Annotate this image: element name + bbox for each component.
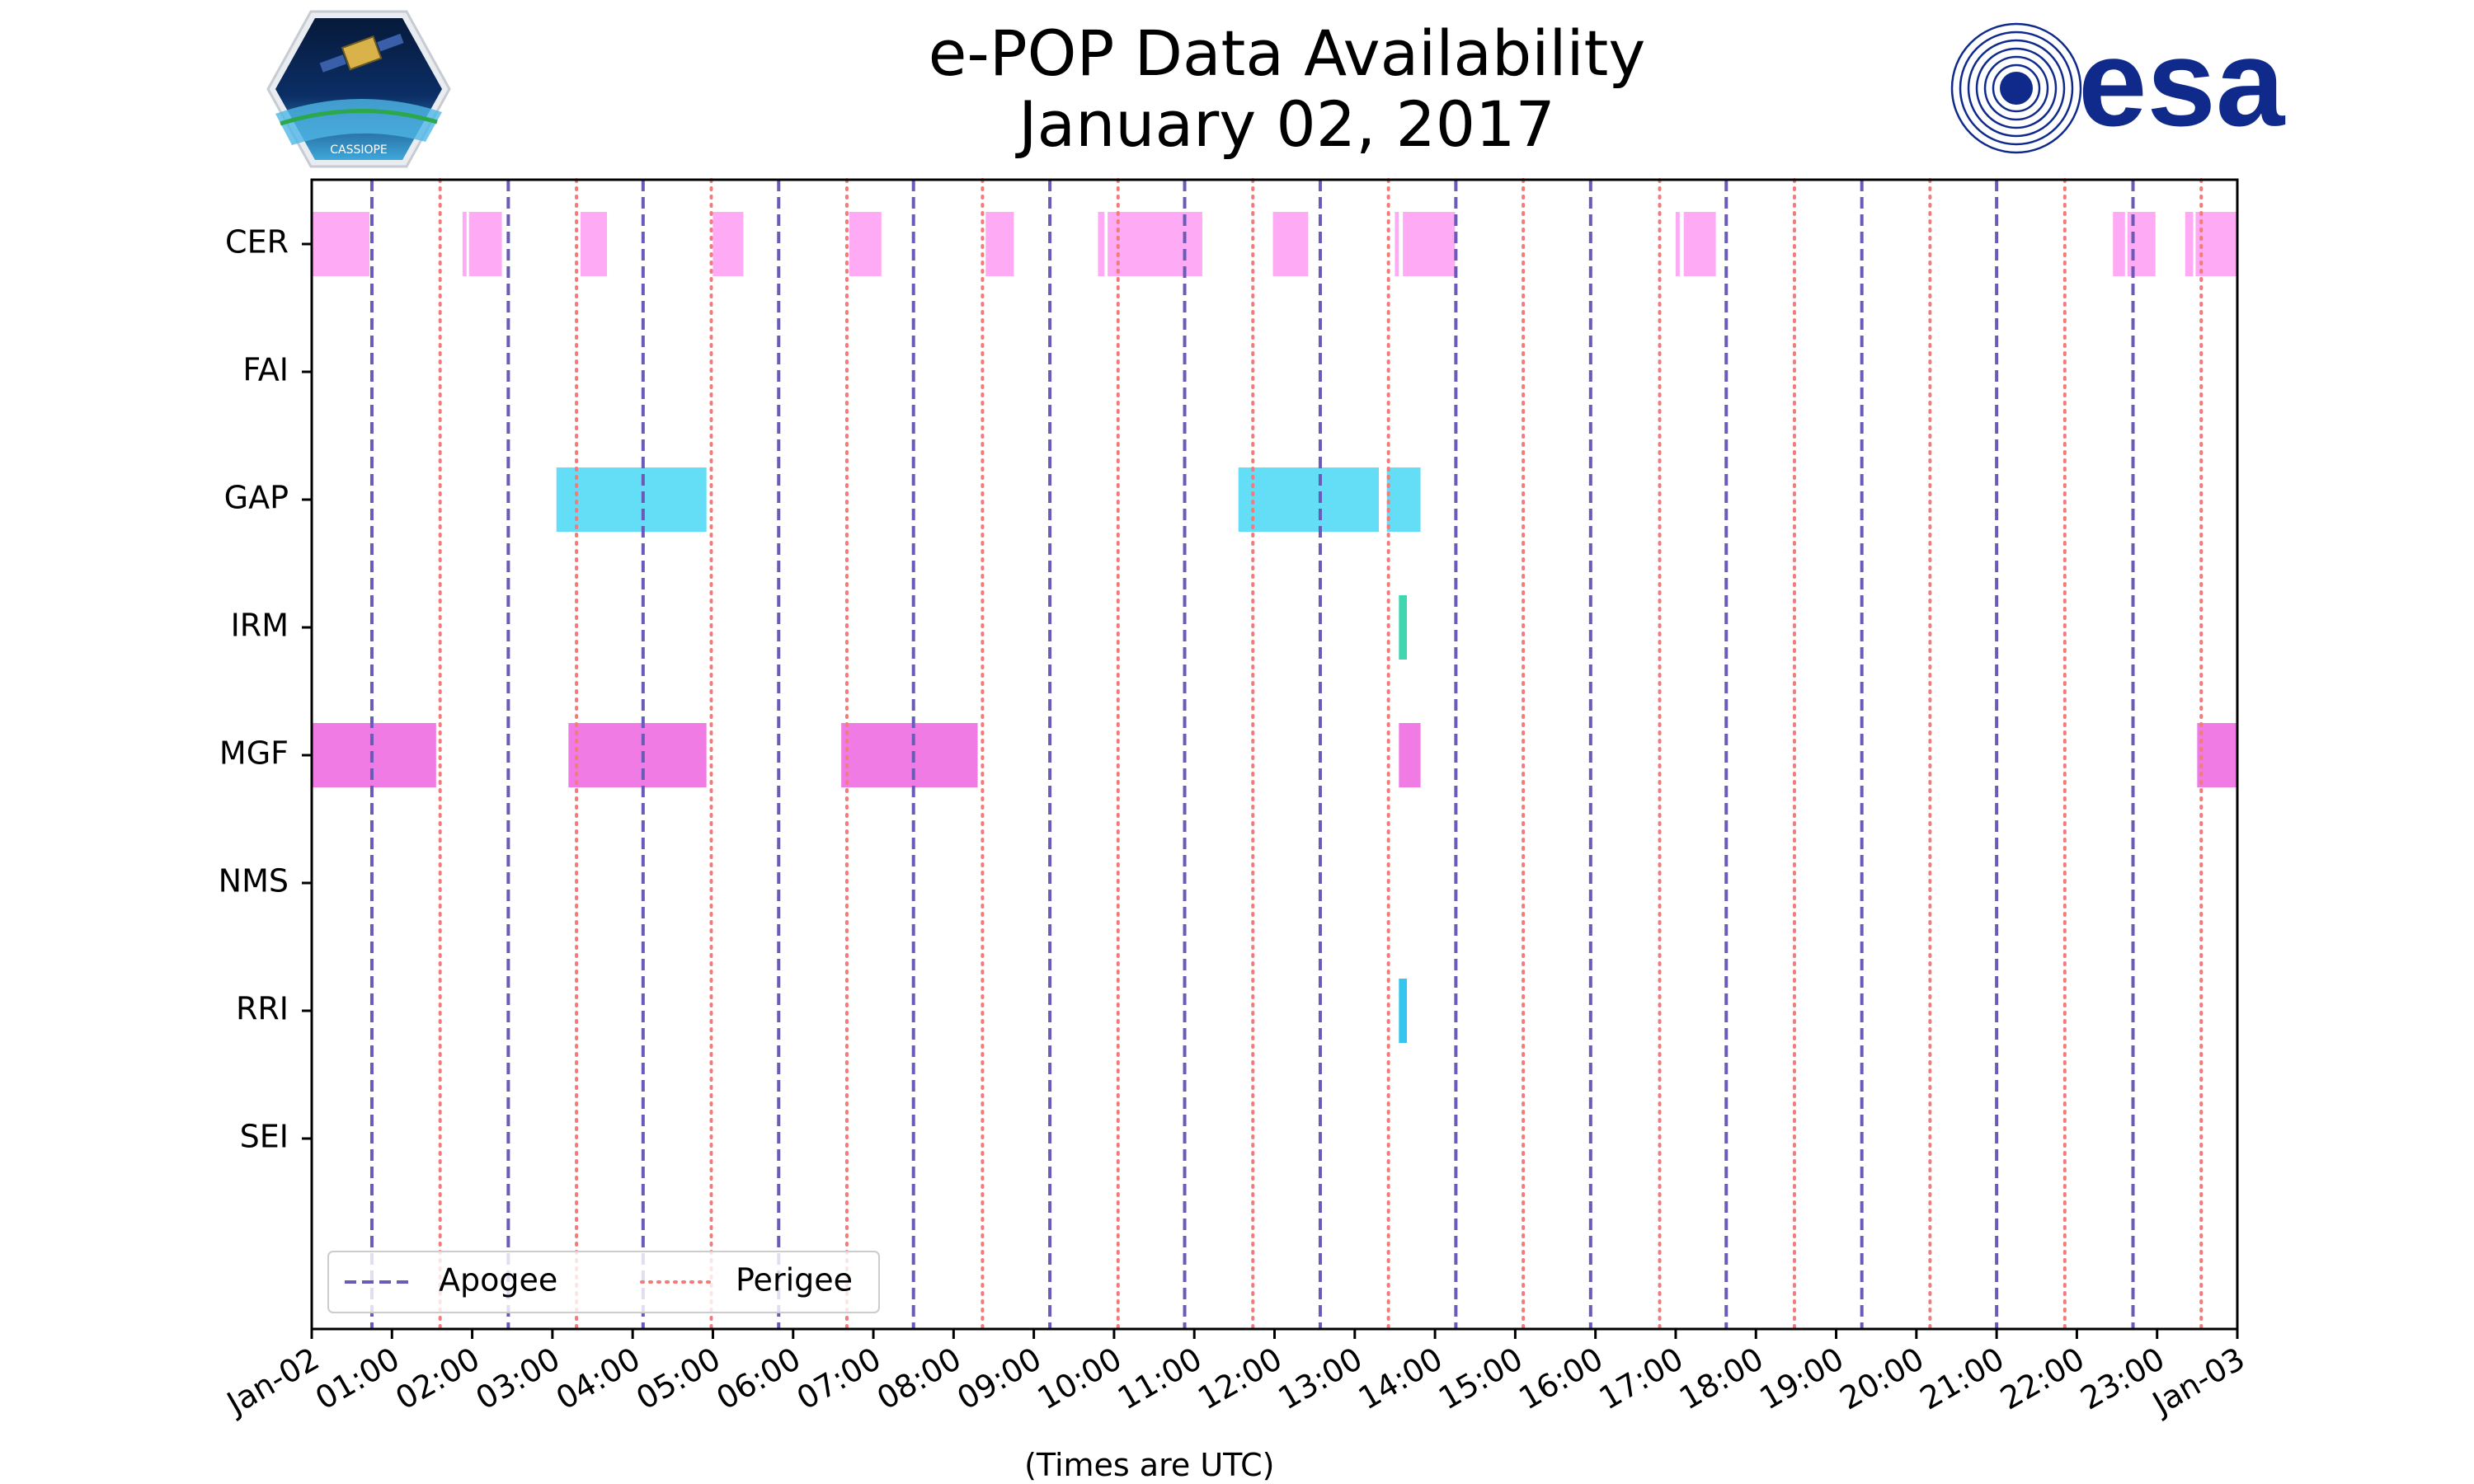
bar-mgf-3 bbox=[1399, 723, 1421, 787]
data-bars bbox=[312, 212, 2237, 1043]
bar-cer-5 bbox=[849, 212, 882, 276]
cassiope-logo: CASSIOPE bbox=[264, 7, 454, 175]
x-tick-label-11: 11:00 bbox=[1112, 1341, 1208, 1417]
cassiope-logo-text: CASSIOPE bbox=[330, 143, 388, 157]
x-tick-label-13: 13:00 bbox=[1272, 1341, 1368, 1417]
y-tick-label-mgf: MGF bbox=[219, 735, 289, 772]
bar-cer-13 bbox=[1683, 212, 1716, 276]
x-tick-label-19: 19:00 bbox=[1753, 1341, 1850, 1417]
bar-gap-0 bbox=[556, 467, 707, 532]
x-axis: Jan-0201:0002:0003:0004:0005:0006:0007:0… bbox=[219, 1329, 2251, 1422]
bar-cer-2 bbox=[468, 212, 502, 276]
x-tick-label-1: 01:00 bbox=[309, 1341, 406, 1417]
legend-apogee-label: Apogee bbox=[439, 1262, 557, 1298]
x-tick-label-16: 16:00 bbox=[1512, 1341, 1609, 1417]
chart-title-line2: January 02, 2017 bbox=[1018, 87, 1555, 161]
y-axis: CER FAI GAP IRM MGF NMS RRI SEI bbox=[219, 224, 312, 1155]
chart-title-line1: e-POP Data Availability bbox=[928, 16, 1646, 90]
x-tick-label-4: 04:00 bbox=[550, 1341, 647, 1417]
bar-cer-8 bbox=[1108, 212, 1202, 276]
y-tick-label-rri: RRI bbox=[236, 991, 289, 1027]
x-tick-label-18: 18:00 bbox=[1673, 1341, 1770, 1417]
bar-cer-3 bbox=[580, 212, 608, 276]
bar-cer-11 bbox=[1403, 212, 1456, 276]
x-tick-label-7: 07:00 bbox=[791, 1341, 887, 1417]
bar-gap-2 bbox=[1386, 467, 1421, 532]
esa-logo-text: esa bbox=[2078, 18, 2286, 152]
legend-box bbox=[327, 1251, 880, 1313]
legend: Apogee Perigee bbox=[327, 1251, 880, 1313]
bar-mgf-1 bbox=[568, 723, 707, 787]
bar-cer-14 bbox=[2113, 212, 2125, 276]
bar-rri-0 bbox=[1399, 979, 1408, 1043]
orbit-markers bbox=[369, 178, 2204, 1331]
x-tick-label-6: 06:00 bbox=[710, 1341, 807, 1417]
bar-gap-1 bbox=[1238, 467, 1379, 532]
y-tick-label-sei: SEI bbox=[240, 1119, 289, 1155]
x-tick-label-3: 03:00 bbox=[470, 1341, 567, 1417]
y-tick-label-cer: CER bbox=[225, 224, 289, 261]
chart-title: e-POP Data Availability January 02, 2017 bbox=[0, 18, 2474, 160]
x-tick-label-9: 09:00 bbox=[951, 1341, 1047, 1417]
bar-cer-9 bbox=[1272, 212, 1309, 276]
x-tick-label-22: 22:00 bbox=[1994, 1341, 2091, 1417]
legend-perigee-label: Perigee bbox=[736, 1262, 853, 1298]
y-tick-label-irm: IRM bbox=[231, 608, 289, 644]
bar-mgf-2 bbox=[841, 723, 978, 787]
x-tick-label-15: 15:00 bbox=[1432, 1341, 1529, 1417]
x-tick-label-14: 14:00 bbox=[1352, 1341, 1449, 1417]
bar-cer-10 bbox=[1395, 212, 1399, 276]
x-tick-label-5: 05:00 bbox=[630, 1341, 727, 1417]
x-tick-label-10: 10:00 bbox=[1032, 1341, 1128, 1417]
bar-mgf-0 bbox=[312, 723, 436, 787]
y-tick-label-gap: GAP bbox=[224, 480, 289, 516]
x-tick-label-17: 17:00 bbox=[1593, 1341, 1690, 1417]
y-tick-label-nms: NMS bbox=[219, 863, 289, 899]
x-tick-label-12: 12:00 bbox=[1192, 1341, 1288, 1417]
esa-logo: esa bbox=[1946, 13, 2309, 162]
bar-irm-0 bbox=[1399, 595, 1408, 660]
x-axis-label: (Times are UTC) bbox=[1024, 1447, 1274, 1483]
x-tick-label-2: 02:00 bbox=[389, 1341, 486, 1417]
x-tick-label-0: Jan-02 bbox=[219, 1341, 325, 1422]
bar-cer-6 bbox=[985, 212, 1014, 276]
bar-cer-4 bbox=[713, 212, 744, 276]
y-tick-label-fai: FAI bbox=[242, 352, 289, 388]
x-tick-label-8: 08:00 bbox=[871, 1341, 967, 1417]
bar-cer-1 bbox=[462, 212, 467, 276]
bar-cer-16 bbox=[2185, 212, 2194, 276]
x-tick-label-20: 20:00 bbox=[1833, 1341, 1930, 1417]
bar-cer-12 bbox=[1675, 212, 1680, 276]
bar-mgf-4 bbox=[2197, 723, 2237, 787]
x-tick-label-21: 21:00 bbox=[1914, 1341, 2011, 1417]
bar-cer-0 bbox=[312, 212, 370, 276]
x-tick-label-24: Jan-03 bbox=[2145, 1341, 2251, 1422]
bar-cer-7 bbox=[1098, 212, 1105, 276]
